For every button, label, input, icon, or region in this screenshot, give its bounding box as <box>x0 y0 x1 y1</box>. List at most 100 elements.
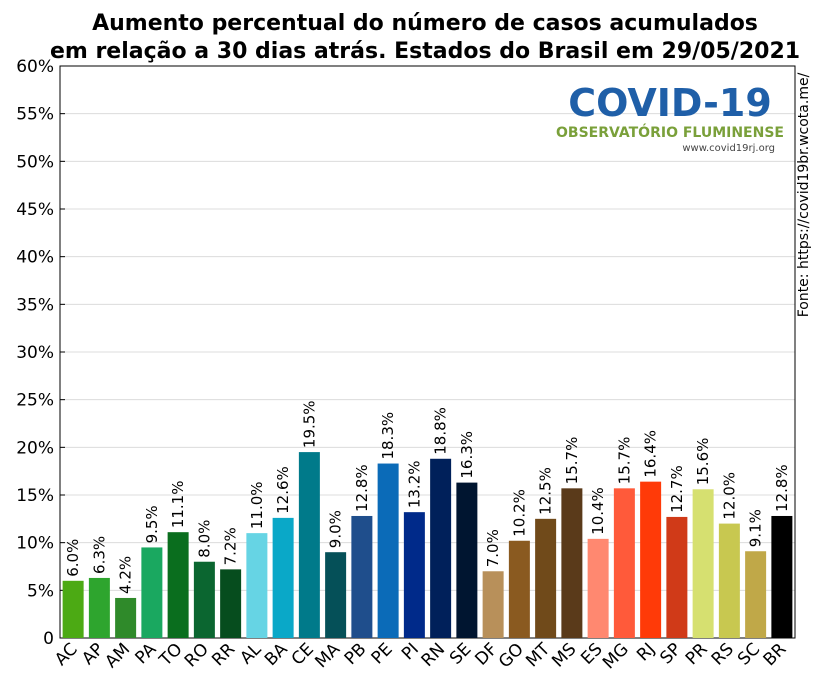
value-label: 12.8% <box>353 464 371 512</box>
y-tick-label: 0 <box>43 629 54 649</box>
x-tick-label: CE <box>288 639 318 669</box>
value-label: 15.7% <box>563 437 581 485</box>
bar <box>456 482 478 638</box>
bar <box>771 515 793 638</box>
y-tick-label: 25% <box>16 391 54 411</box>
x-tick-label: PE <box>368 639 397 668</box>
value-label: 16.3% <box>458 431 476 479</box>
value-label: 15.6% <box>694 438 712 486</box>
plot: 0 5% 10% 15% 20% 25% 30% 35% 40% 45% 50% 55% 60% AC 6.… <box>16 57 796 673</box>
bar <box>88 577 110 638</box>
x-tick-label: PB <box>341 639 371 669</box>
value-label: 18.8% <box>432 407 450 455</box>
x-tick-label: BR <box>760 639 791 670</box>
bar <box>613 488 635 638</box>
value-label: 12.0% <box>720 472 738 520</box>
x-tick-label: PR <box>682 639 712 669</box>
bar <box>377 463 399 638</box>
x-tick-label: MA <box>311 639 344 672</box>
bar <box>193 561 215 638</box>
logo-url: www.covid19rj.org <box>682 143 775 154</box>
bar <box>141 547 163 638</box>
value-label: 13.2% <box>405 461 423 509</box>
y-tick-label: 15% <box>16 486 54 506</box>
x-tick-label: RR <box>208 639 239 670</box>
x-tick-label: RJ <box>633 639 659 665</box>
bar <box>666 516 688 638</box>
bar <box>640 481 662 638</box>
value-label: 11.0% <box>248 481 266 529</box>
bar <box>272 517 294 638</box>
y-tick-label: 45% <box>16 200 54 220</box>
x-tick-label: PI <box>398 639 423 664</box>
value-label: 8.0% <box>195 520 213 558</box>
y-tick-label: 20% <box>16 438 54 458</box>
y-tick-label: 5% <box>27 581 54 601</box>
x-tick-label: SC <box>734 639 764 669</box>
source: Fonte: https://covid19br.wcota.me/ <box>796 72 812 317</box>
bar <box>298 452 320 638</box>
value-label: 16.4% <box>642 430 660 478</box>
logo-name: COVID-19 <box>568 81 772 125</box>
bar <box>430 458 452 638</box>
chart-title: Aumento percentual do número de casos ac… <box>92 11 758 36</box>
x-tick-label: DF <box>471 639 501 669</box>
x-tick-label: ES <box>577 639 606 668</box>
logo: COVID-19 OBSERVATÓRIO FLUMINENSE www.cov… <box>556 81 784 154</box>
bar <box>718 523 740 638</box>
value-label: 7.2% <box>222 527 240 565</box>
value-label: 10.4% <box>589 487 607 535</box>
logo-subtitle: OBSERVATÓRIO FLUMINENSE <box>556 123 784 141</box>
value-label: 12.5% <box>537 467 555 515</box>
x-tick-label: MS <box>548 639 580 671</box>
x-tick-label: AP <box>78 639 108 669</box>
value-label: 11.1% <box>169 481 187 529</box>
y-tick-label: 10% <box>16 534 54 554</box>
value-label: 12.6% <box>274 466 292 514</box>
bar <box>561 488 583 638</box>
bar <box>325 552 347 638</box>
bar <box>62 580 84 638</box>
x-tick-label: AM <box>101 639 134 672</box>
bar <box>351 515 373 638</box>
bar <box>167 532 189 638</box>
bar <box>220 569 242 638</box>
bar <box>246 533 268 638</box>
y-tick-label: 60% <box>16 57 54 77</box>
x-tick-label: RN <box>418 639 449 670</box>
value-label: 9.1% <box>747 509 765 547</box>
bar <box>692 489 714 638</box>
y-tick-label: 50% <box>16 152 54 172</box>
x-tick-label: AC <box>51 639 82 670</box>
x-tick-label: SP <box>656 639 685 668</box>
bar <box>587 538 609 638</box>
y-tick-label: 30% <box>16 343 54 363</box>
value-label: 10.2% <box>510 489 528 537</box>
value-label: 6.3% <box>90 536 108 574</box>
value-label: 12.7% <box>668 465 686 513</box>
y-tick-label: 40% <box>16 248 54 268</box>
y-tick-label: 55% <box>16 105 54 125</box>
x-tick-label: PA <box>132 639 161 668</box>
y-tick-label: 35% <box>16 295 54 315</box>
bar <box>482 571 504 638</box>
bar <box>403 512 425 638</box>
plot-frame <box>59 65 796 639</box>
value-label: 18.3% <box>379 412 397 460</box>
value-label: 9.0% <box>327 510 345 548</box>
chart-title: em relação a 30 dias atrás. Estados do B… <box>50 39 800 64</box>
x-tick-label: RS <box>708 639 738 669</box>
value-label: 12.8% <box>773 464 791 512</box>
value-label: 19.5% <box>300 400 318 448</box>
bar <box>535 518 557 638</box>
bar <box>115 597 137 638</box>
value-label: 6.0% <box>64 539 82 577</box>
x-tick-label: SE <box>446 639 475 668</box>
value-label: 15.7% <box>615 437 633 485</box>
value-label: 9.5% <box>143 505 161 543</box>
bar <box>745 551 767 638</box>
x-tick-label: MG <box>599 639 633 673</box>
bar <box>508 540 530 638</box>
x-tick-label: AL <box>236 639 265 668</box>
